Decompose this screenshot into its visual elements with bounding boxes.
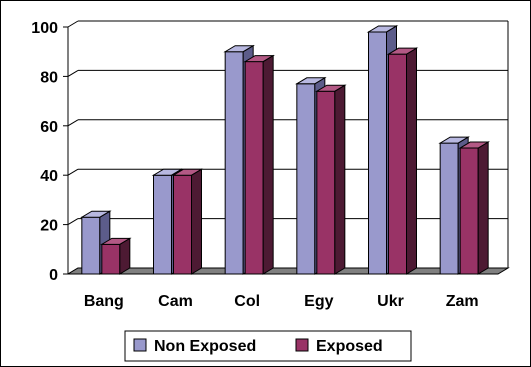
y-tick-label: 80 bbox=[40, 69, 58, 86]
bar-col-non-exposed bbox=[224, 51, 244, 275]
x-tick-label: Col bbox=[234, 293, 260, 310]
bar-cam-non-exposed bbox=[153, 174, 172, 275]
bar-side bbox=[477, 141, 489, 275]
x-tick-label: Cam bbox=[158, 293, 193, 310]
gridline-depth bbox=[67, 119, 79, 127]
gridline-depth bbox=[67, 69, 79, 77]
bar-top bbox=[366, 25, 399, 33]
bar-side bbox=[191, 168, 202, 275]
bar-top bbox=[80, 210, 112, 218]
gridline-depth bbox=[67, 218, 79, 226]
bar-col-exposed bbox=[244, 61, 264, 275]
legend-label: Exposed bbox=[316, 338, 383, 355]
bar-bang-exposed bbox=[101, 243, 121, 275]
bar-egy-non-exposed bbox=[296, 83, 316, 275]
bar-top bbox=[295, 77, 327, 85]
bar-side bbox=[262, 54, 274, 275]
x-tick-label: Egy bbox=[304, 293, 333, 310]
bar-top bbox=[151, 168, 184, 176]
y-tick-label: 40 bbox=[40, 168, 58, 185]
bar-top bbox=[243, 55, 275, 63]
bar-ukr-non-exposed bbox=[368, 31, 387, 275]
gridline-depth bbox=[67, 20, 79, 28]
bar-side bbox=[334, 84, 346, 275]
y-tick-label: 60 bbox=[40, 119, 58, 136]
bar-cam-exposed bbox=[173, 174, 192, 275]
legend-label: Non Exposed bbox=[154, 338, 256, 355]
axes: 0 20 40 60 80 100 Bang Cam Col Egy Ukr Zam bbox=[31, 20, 478, 310]
x-tick-label: Bang bbox=[84, 293, 124, 310]
bar-top bbox=[223, 45, 255, 53]
bar-top bbox=[458, 141, 490, 149]
bar-side bbox=[406, 47, 417, 275]
bar-top bbox=[438, 136, 470, 144]
gridline-depth bbox=[67, 168, 79, 176]
legend-swatch bbox=[295, 338, 309, 352]
x-tick-label: Zam bbox=[446, 293, 479, 310]
legend-swatch bbox=[133, 338, 147, 352]
legend-box bbox=[124, 330, 412, 362]
bar-top bbox=[100, 237, 132, 245]
y-tick-label: 100 bbox=[31, 20, 58, 37]
bar-top bbox=[315, 84, 347, 92]
bar-top bbox=[386, 47, 419, 55]
bar-top bbox=[171, 168, 204, 176]
bar-egy-exposed bbox=[316, 90, 336, 275]
bars bbox=[80, 25, 490, 275]
bar-ukr-exposed bbox=[388, 53, 407, 275]
bar-zam-non-exposed bbox=[439, 142, 459, 275]
x-tick-label: Ukr bbox=[377, 293, 404, 310]
legend: Non Exposed Exposed bbox=[124, 330, 412, 362]
bar-bang-non-exposed bbox=[81, 216, 101, 275]
y-tick-label: 20 bbox=[40, 218, 58, 235]
bar-zam-exposed bbox=[459, 147, 479, 275]
y-tick-label: 0 bbox=[49, 267, 58, 284]
